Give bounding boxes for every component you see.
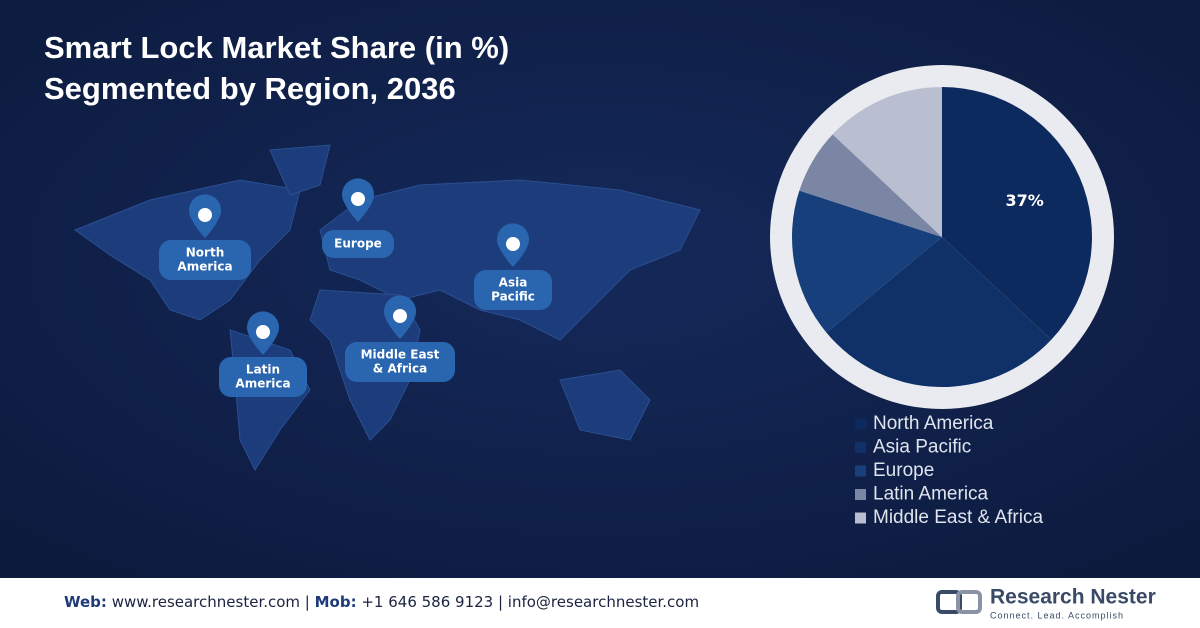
legend-label: Asia Pacific bbox=[873, 437, 971, 458]
legend-swatch bbox=[855, 465, 866, 477]
map-label: & Africa bbox=[373, 362, 427, 376]
map-label: Latin bbox=[246, 363, 280, 377]
logo-brand: Research Nester bbox=[990, 586, 1156, 609]
pie-slice bbox=[942, 87, 1092, 340]
footer-text: +1 646 586 9123 | info@researchnester.co… bbox=[357, 593, 700, 611]
map-label-box bbox=[159, 240, 251, 280]
map-pin-dot bbox=[198, 208, 212, 222]
pie-slice bbox=[826, 237, 1052, 387]
map-label-box bbox=[474, 270, 552, 310]
title-line: Smart Lock Market Share (in %) bbox=[44, 30, 509, 65]
footer-contact: Web: www.researchnester.com | Mob: +1 64… bbox=[64, 593, 699, 611]
map-label-box bbox=[219, 357, 307, 397]
map-pin-dot bbox=[351, 192, 365, 206]
legend-swatch bbox=[855, 489, 866, 500]
pie-slice bbox=[792, 190, 942, 333]
map-pin-dot bbox=[506, 237, 520, 251]
map-label: America bbox=[177, 260, 232, 274]
pie-slice bbox=[799, 134, 942, 237]
legend-label: North America bbox=[873, 413, 994, 434]
map-pin-dot bbox=[393, 309, 407, 323]
map-label: Pacific bbox=[491, 290, 535, 304]
map-label-box bbox=[322, 230, 394, 258]
map-pin-dot bbox=[256, 325, 270, 339]
legend-swatch bbox=[855, 442, 866, 453]
map-label: America bbox=[235, 377, 290, 391]
map-label-box bbox=[345, 342, 455, 382]
footer-label: Web: bbox=[64, 593, 107, 611]
legend-label: Middle East & Africa bbox=[873, 507, 1043, 528]
pie-slice bbox=[832, 87, 942, 237]
map-label: Middle East bbox=[361, 348, 440, 362]
map-label: Europe bbox=[334, 237, 382, 251]
legend-swatch bbox=[855, 512, 866, 524]
map-label: Asia bbox=[499, 276, 528, 290]
logo-icon bbox=[936, 590, 982, 614]
value-label: 37% bbox=[1005, 191, 1043, 210]
legend-label: Europe bbox=[873, 460, 934, 481]
footer-text: www.researchnester.com | bbox=[107, 593, 315, 611]
legend-label: Latin America bbox=[873, 484, 989, 505]
logo-tagline: Connect. Lead. Accomplish bbox=[990, 610, 1124, 620]
map-label: North bbox=[186, 246, 224, 260]
footer-label: Mob: bbox=[315, 593, 357, 611]
footer bbox=[0, 578, 1200, 628]
title-line: Segmented by Region, 2036 bbox=[44, 71, 456, 106]
legend-swatch bbox=[855, 418, 866, 430]
